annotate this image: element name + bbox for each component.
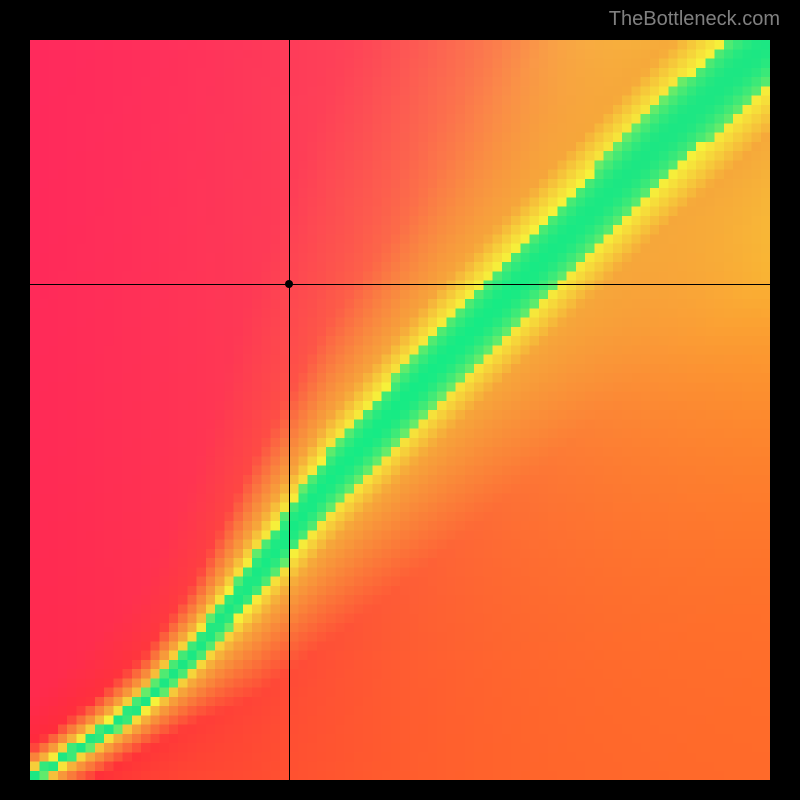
heatmap-plot bbox=[30, 40, 770, 780]
watermark-text: TheBottleneck.com bbox=[609, 8, 780, 31]
heatmap-canvas bbox=[30, 40, 770, 780]
crosshair-horizontal bbox=[30, 284, 770, 285]
marker-dot bbox=[285, 280, 293, 288]
crosshair-vertical bbox=[289, 40, 290, 780]
